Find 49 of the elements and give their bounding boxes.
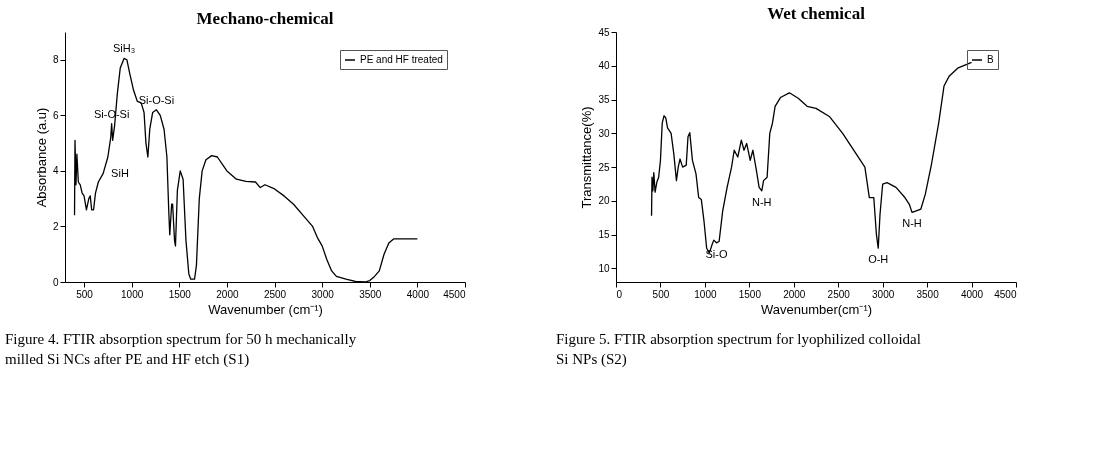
- x-tick-label: 0: [616, 288, 623, 300]
- x-tick-label: 1500: [168, 288, 192, 300]
- x-tick-label: 4000: [960, 288, 984, 300]
- annotation: O-H: [868, 253, 889, 266]
- annotation: SiH₃: [112, 42, 136, 55]
- y-tick-label: 8: [52, 54, 59, 66]
- legend-label: B: [987, 54, 994, 65]
- y-axis-title: Transmittance(%): [579, 106, 595, 209]
- chart-title: Wet chemical: [767, 4, 866, 23]
- annotation: N-H: [902, 217, 922, 230]
- x-tick-label: 3500: [916, 288, 940, 300]
- x-tick-label: 4500: [994, 288, 1017, 300]
- y-axis-title: Absorbance (a.u): [33, 107, 49, 208]
- caption: Figure 4. FTIR absorption spectrum for 50 h mechanically milled Si NCs after PE and HF etch (S1): [5, 331, 357, 368]
- annotation: N-H: [752, 195, 772, 208]
- y-tick-label: 30: [598, 127, 610, 139]
- x-tick-label: 4500: [443, 288, 466, 300]
- y-tick-label: 10: [598, 262, 610, 274]
- x-tick-label: 500: [652, 288, 670, 300]
- caption: Figure 5. FTIR absorption spectrum for lyophilized colloidal Si NPs (S2): [556, 331, 921, 368]
- x-tick-label: 2000: [216, 288, 239, 300]
- x-tick-label: 500: [76, 288, 94, 300]
- y-tick-label: 2: [52, 220, 59, 232]
- annotation: Si-O: [705, 247, 728, 260]
- x-tick-label: 3000: [311, 288, 335, 300]
- x-tick-label: 1000: [121, 288, 144, 300]
- x-tick-label: 4000: [406, 288, 430, 300]
- y-tick-label: 35: [598, 94, 610, 106]
- x-tick-label: 1000: [694, 288, 717, 300]
- y-tick-label: 20: [598, 195, 610, 207]
- y-tick-label: 0: [52, 276, 59, 288]
- x-axis-title: Wavenumber (cm⁻¹): [208, 301, 323, 317]
- x-tick-label: 2500: [827, 288, 851, 300]
- y-tick-label: 15: [598, 229, 610, 241]
- y-tick-label: 45: [598, 26, 610, 38]
- x-axis-title: Wavenumber(cm⁻¹): [760, 301, 873, 317]
- y-tick-label: 40: [598, 60, 610, 72]
- x-tick-label: 3000: [872, 288, 895, 300]
- annotation: SiH: [111, 166, 129, 179]
- x-tick-label: 1500: [738, 288, 762, 300]
- x-tick-label: 2500: [263, 288, 287, 300]
- y-tick-label: 6: [52, 109, 59, 121]
- x-tick-label: 2000: [783, 288, 806, 300]
- legend-label: PE and HF treated: [360, 54, 443, 65]
- x-tick-label: 3500: [359, 288, 382, 300]
- y-tick-label: 25: [598, 161, 610, 173]
- chart-title: Mechano-chemical: [196, 9, 334, 28]
- annotation: Si-O-Si: [138, 93, 175, 106]
- y-tick-label: 4: [52, 165, 59, 177]
